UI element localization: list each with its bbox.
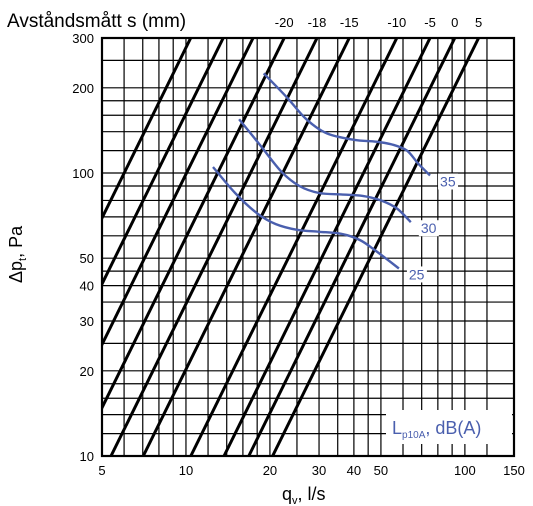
x-tick-label: 20 [263,463,277,478]
x-tick-label: 5 [98,463,105,478]
y-axis-label: Δpt, Pa [6,225,29,283]
noise-legend-main: L [392,418,402,438]
x-axis-label-sub: v [292,495,298,506]
spacing-line [102,38,255,348]
spacing-line [109,38,319,456]
spacing-label: 0 [451,15,458,30]
noise-legend: Lp10A, dB(A) [392,418,481,441]
spacing-line [271,38,480,456]
noise-curve-30 [238,118,412,224]
noise-legend-unit: , dB(A) [425,418,481,438]
spacing-labels: -20 -18 -15 -10 -5 0 5 [275,15,482,30]
noise-curve-25 [212,166,400,270]
y-tick-label: 50 [80,251,94,266]
x-tick-labels: 5 10 20 30 40 50 100 150 [98,463,525,478]
x-axis-label-unit: , l/s [298,484,326,504]
spacing-line [141,38,351,456]
x-tick-label: 50 [374,463,388,478]
y-tick-label: 30 [80,314,94,329]
noise-legend-sub: p10A [402,430,426,441]
x-tick-label: 100 [454,463,476,478]
noise-curves: 25 30 35 [212,72,459,283]
noise-curve-35 [262,72,431,177]
noise-legend-box [386,410,512,444]
spacing-label: -18 [308,15,327,30]
noise-label-bg [406,266,427,283]
noise-label-35: 35 [440,174,456,190]
spacing-line [102,38,286,412]
spacing-line [247,38,457,456]
x-axis-label: qv, l/s [282,484,326,506]
y-axis-label-sub: t [17,258,29,261]
y-tick-label: 100 [72,166,94,181]
spacing-label: -5 [424,15,436,30]
spacing-label: 5 [475,15,482,30]
spacing-line [102,38,193,222]
plot-frame [100,36,516,458]
y-axis-label-unit: , Pa [6,225,26,258]
x-axis-label-main: q [282,484,292,504]
y-tick-label: 20 [80,364,94,379]
y-tick-label: 40 [80,279,94,294]
y-tick-label: 200 [72,81,94,96]
spacing-line [222,38,432,456]
noise-label-25: 25 [409,266,425,282]
x-tick-label: 150 [503,463,525,478]
y-tick-label: 300 [72,31,94,46]
spacing-lines [102,38,480,456]
noise-label-30: 30 [421,220,437,236]
spacing-label: -15 [340,15,359,30]
noise-label-bg [438,173,459,190]
spacing-label: -10 [387,15,406,30]
noise-label-bg [418,220,439,237]
grid [102,37,515,456]
x-tick-label: 30 [312,463,326,478]
spacing-label: -20 [275,15,294,30]
y-tick-label: 10 [80,449,94,464]
x-tick-label: 40 [347,463,361,478]
chart-title: Avståndsmått s (mm) [7,11,186,32]
y-axis-label-main: Δp [6,261,26,283]
x-tick-label: 10 [179,463,193,478]
spacing-line [102,38,225,288]
y-tick-labels: 10 20 30 40 50 100 200 300 [72,31,94,464]
spacing-line [189,38,399,456]
